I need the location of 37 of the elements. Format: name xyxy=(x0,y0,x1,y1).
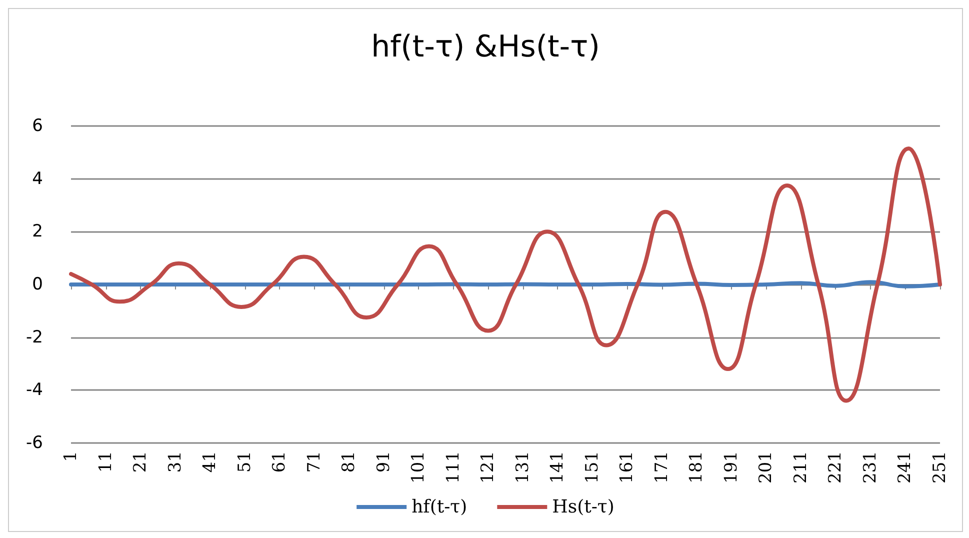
x-tick-label: 211 xyxy=(790,451,811,484)
x-tick-label: 81 xyxy=(339,451,360,473)
legend-label: hf(t-τ) xyxy=(412,496,468,518)
y-tick-label: 2 xyxy=(32,222,43,242)
x-tick-label: 121 xyxy=(478,451,498,484)
x-tick-label: 221 xyxy=(826,451,846,484)
x-tick-label: 191 xyxy=(721,451,742,484)
x-tick-label: 131 xyxy=(512,451,533,484)
x-tick-label: 41 xyxy=(200,451,220,473)
x-tick-label: 141 xyxy=(548,451,568,484)
x-tick-label: 181 xyxy=(686,451,707,484)
x-tick-label: 91 xyxy=(374,451,394,473)
y-tick-label: -4 xyxy=(26,380,43,400)
x-tick-label: 241 xyxy=(895,451,916,484)
x-tick-label: 201 xyxy=(756,451,776,484)
chart-title: hf(t-τ) &Hs(t-τ) xyxy=(371,30,600,64)
x-tick-label: 21 xyxy=(130,451,151,473)
x-tick-label: 71 xyxy=(304,451,324,473)
x-tick-label: 151 xyxy=(582,451,602,484)
x-tick-label: 11 xyxy=(96,451,116,473)
legend-label: Hs(t-τ) xyxy=(552,496,614,518)
x-tick-label: 61 xyxy=(270,451,290,473)
x-tick-label: 1 xyxy=(61,451,81,462)
y-tick-label: 6 xyxy=(32,116,43,136)
y-tick-label: 0 xyxy=(32,274,43,294)
x-tick-label: 101 xyxy=(408,451,429,484)
y-tick-label: -2 xyxy=(26,327,43,348)
x-tick-label: 51 xyxy=(234,451,255,473)
x-tick-label: 251 xyxy=(930,451,950,484)
x-tick-label: 171 xyxy=(652,451,672,484)
line-series xyxy=(69,146,942,403)
x-tick-label: 111 xyxy=(443,451,464,484)
x-tick-label: 31 xyxy=(165,451,186,473)
y-tick-label: 4 xyxy=(32,168,43,189)
y-tick-label: -6 xyxy=(26,433,43,453)
x-tick-label: 231 xyxy=(860,451,880,484)
x-tick-label: 161 xyxy=(617,451,638,484)
